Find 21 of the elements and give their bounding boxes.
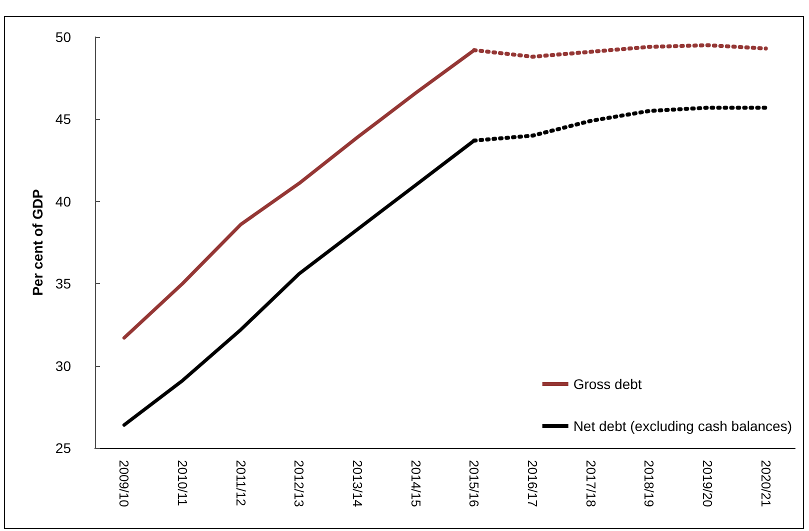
x-tick-label: 2012/13 [292, 460, 307, 507]
x-tick-label: 2014/15 [408, 460, 424, 507]
x-tick-label: 2019/20 [700, 460, 715, 507]
x-tick-label: 2010/11 [175, 460, 190, 506]
legend-label: Gross debt [573, 376, 642, 392]
x-tick-label: 2018/19 [642, 460, 657, 507]
y-tick-label: 45 [55, 111, 72, 128]
y-tick-label: 30 [55, 358, 72, 374]
x-tick-label: 2011/12 [233, 460, 248, 506]
y-axis-title: Per cent of GDP [30, 189, 46, 296]
legend-label: Net debt (excluding cash balances) [573, 418, 792, 434]
y-tick-label: 40 [55, 193, 72, 210]
x-tick-label: 2009/10 [116, 460, 132, 507]
x-tick-label: 2015/16 [466, 460, 482, 507]
y-tick-label: 50 [55, 29, 72, 45]
y-tick-label: 25 [55, 440, 72, 456]
x-tick-label: 2016/17 [525, 460, 540, 507]
x-tick-label: 2017/18 [583, 460, 598, 507]
y-tick-label: 35 [55, 276, 72, 292]
x-tick-label: 2020/21 [758, 460, 774, 507]
x-tick-label: 2013/14 [350, 460, 365, 507]
